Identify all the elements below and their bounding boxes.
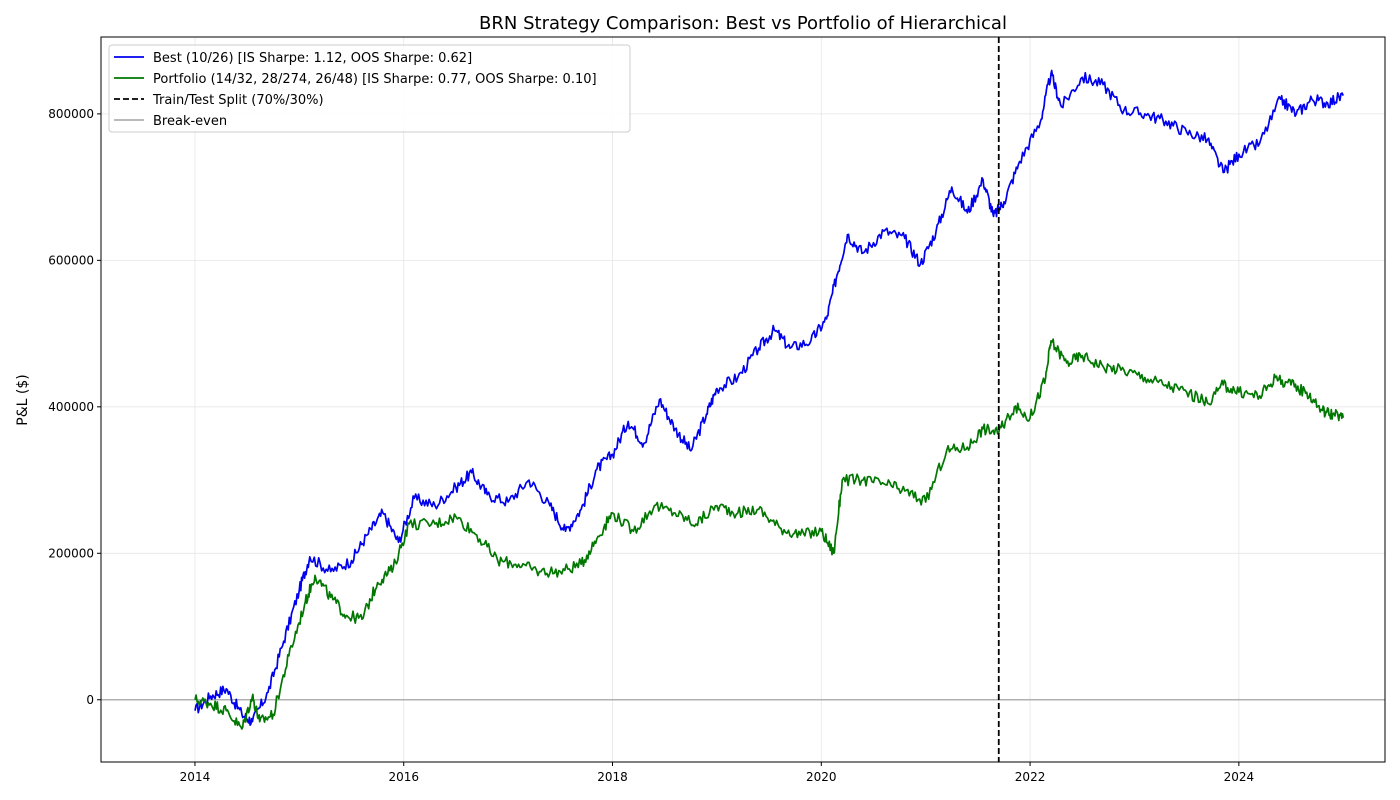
x-tick-label: 2014 [180,770,211,784]
x-tick-label: 2020 [806,770,837,784]
legend-label: Train/Test Split (70%/30%) [152,93,324,108]
legend-label: Portfolio (14/32, 28/274, 26/48) [IS Sha… [153,72,597,87]
legend: Best (10/26) [IS Sharpe: 1.12, OOS Sharp… [108,44,631,133]
y-tick-label: 200000 [48,546,94,560]
axis-ticks: 2014 2016 2018 2020 2022 2024 0 200000 400000 600… [48,107,1254,784]
y-tick-label: 600000 [48,253,94,267]
chart-title: BRN Strategy Comparison: Best vs Portfol… [479,13,1007,34]
series-layer [194,37,1345,762]
x-tick-label: 2016 [388,770,419,784]
plot-frame [100,36,1386,763]
x-tick-label: 2024 [1224,770,1255,784]
legend-box [108,44,631,133]
y-tick-label: 400000 [48,400,94,414]
series-line-portfolio [194,338,1345,730]
y-tick-label: 0 [86,693,94,707]
y-axis-label: P&L ($) [15,374,31,425]
y-tick-label: 800000 [48,107,94,121]
x-tick-label: 2018 [597,770,628,784]
series-line-best [194,69,1344,726]
legend-label: Best (10/26) [IS Sharpe: 1.12, OOS Sharp… [153,51,472,66]
legend-label: Break-even [153,114,227,129]
x-tick-label: 2022 [1015,770,1046,784]
